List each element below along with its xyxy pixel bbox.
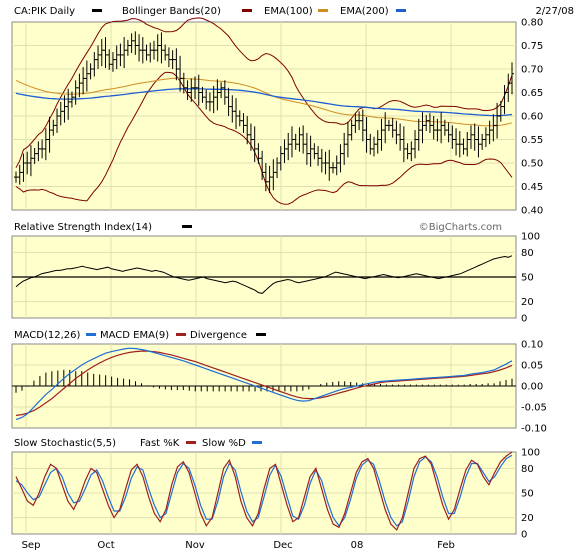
bollinger-lower-band: [15, 71, 513, 205]
price-legend-swatch: [92, 9, 102, 12]
y-tick-label: 0.75: [521, 41, 543, 52]
macd-panel: MACD(12,26) MACD EMA(9) Divergence 0.100…: [11, 330, 547, 435]
ema100-label: EMA(100): [264, 6, 313, 17]
y-tick-label: 0.40: [521, 206, 543, 217]
y-tick-label: 0: [521, 314, 527, 325]
divergence-legend-swatch: [256, 333, 266, 336]
y-tick-label: 20: [521, 513, 534, 524]
macd-ema-label: MACD EMA(9): [100, 330, 169, 341]
bollinger-label: Bollinger Bands(20): [122, 6, 221, 17]
x-tick-label: Dec: [273, 540, 292, 551]
stochastic-lines: [15, 451, 513, 531]
y-tick-label: 50: [521, 489, 534, 500]
y-tick-label: 0: [521, 530, 527, 541]
slow-d-legend-swatch: [252, 441, 262, 444]
rsi-series-line: [15, 255, 513, 294]
macd-line: [15, 347, 513, 421]
symbol-label: CA:PIK Daily: [14, 6, 75, 17]
x-tick-label: Feb: [437, 540, 455, 551]
y-tick-label: 100: [521, 232, 540, 243]
macd-ema-legend-swatch: [176, 333, 186, 336]
bollinger-legend-swatch: [242, 9, 252, 12]
slow-d-label: Slow %D: [202, 438, 246, 449]
x-tick-label: Sep: [22, 540, 41, 551]
price-bars: [14, 31, 514, 194]
y-tick-label: 50: [521, 273, 534, 284]
rsi-line: [15, 255, 513, 294]
fast-k-label: Fast %K: [140, 438, 180, 449]
y-tick-label: 80: [521, 464, 534, 475]
y-tick-label: 0.60: [521, 112, 543, 123]
y-tick-label: -0.05: [521, 403, 547, 414]
stochastic-y-axis: 100 80 50 20 0: [521, 448, 540, 541]
macd-title: MACD(12,26): [14, 330, 81, 341]
stochastic-panel: Slow Stochastic(5,5) Fast %K Slow %D 100…: [11, 438, 540, 541]
date-label: 2/27/08: [535, 6, 574, 17]
x-tick-label: Oct: [97, 540, 114, 551]
rsi-panel: Relative Strength Index(14) ©BigCharts.c…: [11, 222, 540, 325]
macd-ema-line: [15, 350, 513, 416]
y-tick-label: -0.10: [521, 424, 547, 435]
x-axis: Sep Oct Nov Dec 08 Feb: [22, 540, 455, 551]
rsi-legend-swatch: [182, 225, 192, 228]
y-tick-label: 80: [521, 248, 534, 259]
divergence-label: Divergence: [190, 330, 247, 341]
y-tick-label: 0.00: [521, 382, 543, 393]
header-legend: CA:PIK Daily Bollinger Bands(20) EMA(100…: [14, 6, 574, 17]
stochastic-title: Slow Stochastic(5,5): [14, 438, 116, 449]
ema200-line: [15, 88, 513, 117]
ema-lines: [15, 77, 513, 127]
price-panel: 0.80 0.75 0.70 0.65 0.60 0.55 0.50 0.45 0.40: [11, 17, 543, 217]
y-tick-label: 100: [521, 448, 540, 459]
price-y-axis: 0.80 0.75 0.70 0.65 0.60 0.55 0.50 0.45 0.40: [521, 18, 543, 217]
x-tick-label: 08: [351, 540, 364, 551]
y-tick-label: 0.05: [521, 361, 543, 372]
ema200-legend-swatch: [396, 9, 406, 12]
y-tick-label: 20: [521, 297, 534, 308]
y-tick-label: 0.50: [521, 159, 543, 170]
fast-k-line: [15, 451, 513, 531]
x-tick-label: Nov: [185, 540, 205, 551]
y-tick-label: 0.65: [521, 88, 543, 99]
y-tick-label: 0.70: [521, 65, 543, 76]
ema200-label: EMA(200): [340, 6, 389, 17]
price-grid: [12, 22, 516, 210]
macd-y-axis: 0.10 0.05 0.00 -0.05 -0.10: [521, 340, 547, 435]
macd-legend-swatch: [86, 333, 96, 336]
rsi-title: Relative Strength Index(14): [14, 222, 152, 233]
rsi-y-axis: 100 80 50 20 0: [521, 232, 540, 325]
y-tick-label: 0.10: [521, 340, 543, 351]
bollinger-upper-band: [15, 17, 513, 168]
slow-d-line: [15, 454, 513, 527]
bollinger-bands: [15, 17, 513, 205]
ema100-line: [15, 77, 513, 127]
y-tick-label: 0.55: [521, 135, 543, 146]
ema100-legend-swatch: [318, 9, 328, 12]
fast-k-legend-swatch: [186, 441, 196, 444]
y-tick-label: 0.80: [521, 18, 543, 29]
macd-lines: [15, 347, 513, 421]
y-tick-label: 0.45: [521, 182, 543, 193]
watermark: ©BigCharts.com: [419, 222, 502, 233]
